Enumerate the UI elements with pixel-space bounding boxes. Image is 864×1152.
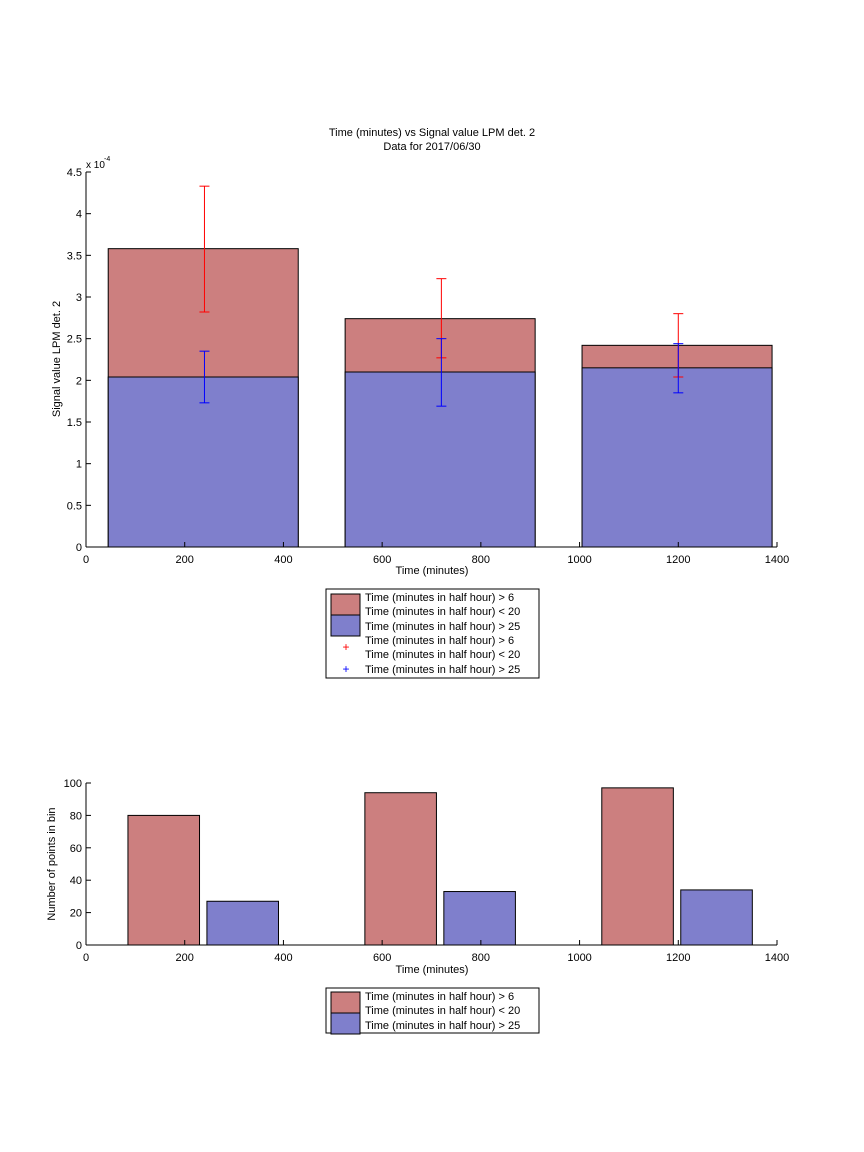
chart2-legend-label-red-line2: Time (minutes in half hour) < 20 [365, 1005, 520, 1017]
chart1-x-tick-label: 1400 [765, 554, 789, 566]
chart1-y-tick-label: 4 [76, 209, 82, 221]
chart2-x-tick-label: 800 [472, 952, 490, 964]
chart1-x-tick-label: 1200 [666, 554, 690, 566]
chart2-bar-red [601, 787, 674, 946]
chart2-x-tick-label: 200 [176, 952, 194, 964]
chart1-y-tick-label: 3.5 [67, 250, 82, 262]
chart1-x-tick-label: 0 [83, 554, 89, 566]
chart1-y-tick-label: 1.5 [67, 417, 82, 429]
chart1-exponent-power: -4 [104, 156, 110, 163]
chart2-y-tick-label: 40 [70, 875, 82, 887]
chart1-legend-box [325, 588, 540, 679]
chart1-x-tick-label: 200 [176, 554, 194, 566]
chart1-x-axis-label: Time (minutes) [396, 565, 469, 577]
chart1-y-tick-label: 0.5 [67, 500, 82, 512]
chart2-y-tick-label: 60 [70, 843, 82, 855]
chart1-bar-blue [581, 367, 773, 548]
chart2-plot: 0 200 400 600 800 1000 1200 1400 0 20 40 60 80 100 [64, 778, 790, 964]
chart1-x-tick-label: 800 [472, 554, 490, 566]
chart1-legend-label-blue: Time (minutes in half hour) > 25 [365, 621, 520, 633]
chart1-legend-label-blue-err: Time (minutes in half hour) > 25 [365, 664, 520, 676]
chart1-plot: 0 200 400 600 800 1000 1200 1400 0 0.5 1 1.5 2 2.5 3 3.… [67, 167, 790, 566]
chart1-y-tick-label: 1 [76, 459, 82, 471]
chart2-x-tick-label: 400 [274, 952, 292, 964]
chart2-x-tick-label: 1400 [765, 952, 789, 964]
chart1-x-tick-label: 600 [373, 554, 391, 566]
chart1-legend-marker-red-err: + [342, 640, 349, 654]
chart2-y-tick-label: 20 [70, 908, 82, 920]
chart1-y-tick-label: 2 [76, 375, 82, 387]
chart2-bar-red [364, 792, 437, 946]
chart2-bar-blue [206, 900, 279, 946]
chart2-x-tick-label: 600 [373, 952, 391, 964]
chart1-x-tick-label: 1000 [567, 554, 591, 566]
chart2-legend-box [325, 987, 540, 1034]
chart1-exponent-base: x 10 [86, 160, 105, 171]
chart2-legend: Time (minutes in half hour) > 6 Time (mi… [325, 987, 540, 1035]
chart1-y-tick-label: 0 [76, 542, 82, 554]
chart1-legend: Time (minutes in half hour) > 6 Time (mi… [325, 588, 540, 679]
chart2-legend-label-blue: Time (minutes in half hour) > 25 [365, 1020, 520, 1032]
chart1-legend-label-red-line1: Time (minutes in half hour) > 6 [365, 592, 514, 604]
chart2-bar-blue [443, 891, 516, 946]
chart1-bar-blue [107, 376, 299, 548]
chart1-x-tick-label: 400 [274, 554, 292, 566]
chart1-legend-label-red-err-line1: Time (minutes in half hour) > 6 [365, 635, 514, 647]
chart1-legend-marker-blue-err: + [342, 662, 349, 676]
chart2-x-axis-label: Time (minutes) [396, 964, 469, 976]
chart1-y-tick-label: 4.5 [67, 167, 82, 179]
chart1-legend-swatch-red [330, 593, 361, 616]
chart2-legend-label-red-line1: Time (minutes in half hour) > 6 [365, 991, 514, 1003]
chart1-y-tick-label: 2.5 [67, 334, 82, 346]
chart2-y-tick-label: 100 [64, 778, 82, 790]
chart2-bar-red [127, 814, 201, 946]
chart1-subtitle: Data for 2017/06/30 [383, 141, 480, 153]
chart1-y-tick-label: 3 [76, 292, 82, 304]
chart2-bar-blue [680, 889, 753, 946]
chart2-y-tick-label: 0 [76, 940, 82, 952]
chart1-y-axis-label: Signal value LPM det. 2 [51, 301, 63, 417]
chart2-x-tick-label: 1200 [666, 952, 690, 964]
chart2-y-tick-label: 80 [70, 810, 82, 822]
chart2-x-tick-label: 0 [83, 952, 89, 964]
chart2-y-axis-label: Number of points in bin [46, 807, 58, 920]
chart1-title: Time (minutes) vs Signal value LPM det. … [329, 127, 535, 139]
chart2-legend-swatch-blue [330, 1012, 361, 1035]
chart2-x-tick-label: 1000 [567, 952, 591, 964]
chart1-legend-label-red-line2: Time (minutes in half hour) < 20 [365, 606, 520, 618]
chart1-bar-blue [344, 371, 536, 548]
chart2-legend-swatch-red [330, 991, 361, 1014]
chart1-legend-label-red-err-line2: Time (minutes in half hour) < 20 [365, 649, 520, 661]
chart1-legend-swatch-blue [330, 614, 361, 637]
